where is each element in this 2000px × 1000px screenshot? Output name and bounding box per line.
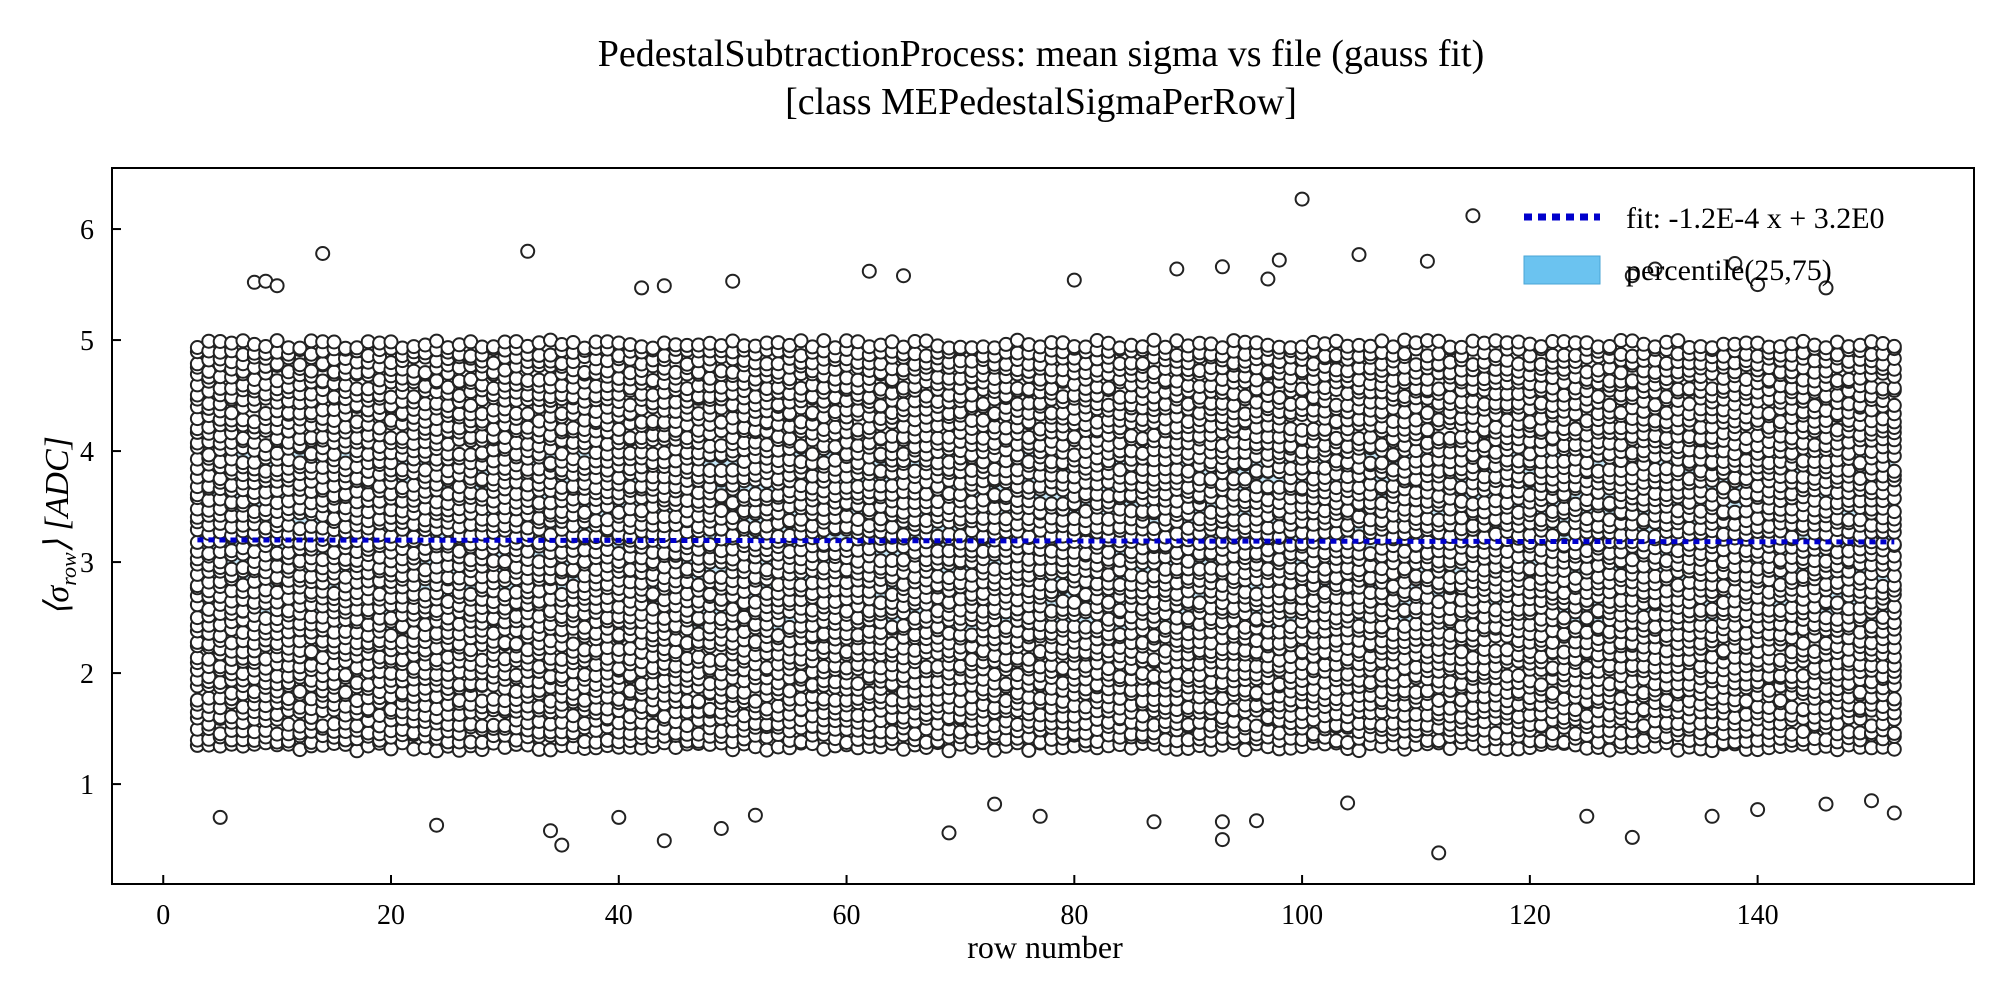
chart-title: PedestalSubtractionProcess: mean sigma v… [597,33,1485,75]
chart-title-block: PedestalSubtractionProcess: mean sigma v… [0,30,2000,126]
data-points-layer [189,191,1902,861]
data-point [269,333,285,349]
data-point [691,693,706,709]
data-point [292,357,308,373]
data-point [292,340,308,356]
data-point [258,339,274,354]
chart-subtitle: [class MEPedestalSigmaPerRow] [785,81,1297,123]
data-point [292,684,308,699]
